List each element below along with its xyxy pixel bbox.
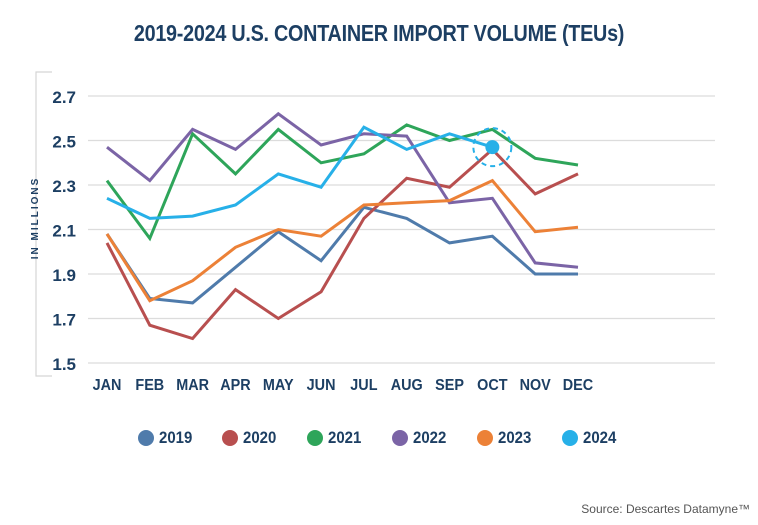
legend-label: 2021 (328, 428, 362, 447)
y-axis-label: IN MILLIONS (30, 177, 41, 260)
series-line-2019 (105, 205, 578, 305)
legend-item-2023: 2023 (476, 428, 536, 448)
x-tick-label: JUN (307, 376, 336, 394)
legend-label: 2022 (413, 428, 447, 447)
series-line-2020 (105, 147, 579, 341)
legend: 2019 2020 2021 2022 2023 2024 (0, 428, 758, 448)
series-line-2022 (106, 111, 579, 269)
legend-label: 2020 (243, 428, 277, 447)
highlight-ring (472, 127, 513, 168)
y-axis-ticks: 2.7 2.5 2.3 2.1 1.9 1.7 1.5 (52, 88, 76, 374)
x-tick-label: JAN (93, 376, 122, 394)
x-tick-label: NOV (520, 376, 552, 394)
legend-item-2021: 2021 (307, 428, 366, 448)
legend-item-2020: 2020 (222, 428, 281, 448)
legend-swatch (137, 430, 154, 446)
y-tick-label: 2.5 (52, 133, 76, 152)
highlight-point (485, 140, 500, 155)
x-tick-label: FEB (135, 376, 164, 394)
y-tick-label: 2.7 (52, 88, 76, 107)
axis-bracket (35, 71, 52, 377)
x-tick-label: DEC (563, 376, 593, 394)
legend-item-2019: 2019 (137, 428, 197, 448)
x-tick-label: MAY (263, 376, 294, 394)
x-axis-ticks: JAN FEB MAR APR MAY JUN JUL AUG SEP OCT NOV DEC (93, 376, 594, 394)
legend-label: 2024 (582, 428, 616, 447)
y-tick-label: 1.9 (52, 266, 76, 285)
legend-item-2022: 2022 (392, 428, 451, 448)
legend-label: 2019 (158, 428, 192, 447)
y-tick-label: 1.5 (52, 355, 76, 374)
x-tick-label: JUL (350, 376, 377, 394)
annotations (472, 127, 513, 168)
legend-swatch (561, 430, 578, 446)
chart-title: 2019-2024 U.S. CONTAINER IMPORT VOLUME (… (133, 20, 625, 46)
gridlines (88, 95, 715, 364)
x-tick-label: MAR (176, 376, 209, 394)
series-line-2024 (106, 125, 493, 220)
series-lines (105, 111, 579, 341)
legend-swatch (476, 430, 493, 446)
legend-item-2024: 2024 (561, 428, 621, 448)
y-tick-label: 1.7 (52, 311, 76, 330)
legend-swatch (222, 430, 239, 446)
axis-frame (35, 71, 52, 377)
series-line-2023 (105, 178, 579, 303)
x-tick-label: OCT (477, 376, 508, 394)
y-tick-label: 2.3 (52, 177, 76, 196)
legend-swatch (392, 430, 408, 446)
x-tick-label: SEP (435, 376, 464, 394)
legend-label: 2023 (497, 428, 532, 447)
legend-swatch (307, 430, 324, 446)
x-tick-label: AUG (391, 376, 423, 394)
x-tick-label: APR (220, 376, 250, 394)
source-note: Source: Descartes Datamyne™ (581, 502, 750, 516)
y-tick-label: 2.1 (52, 222, 76, 241)
